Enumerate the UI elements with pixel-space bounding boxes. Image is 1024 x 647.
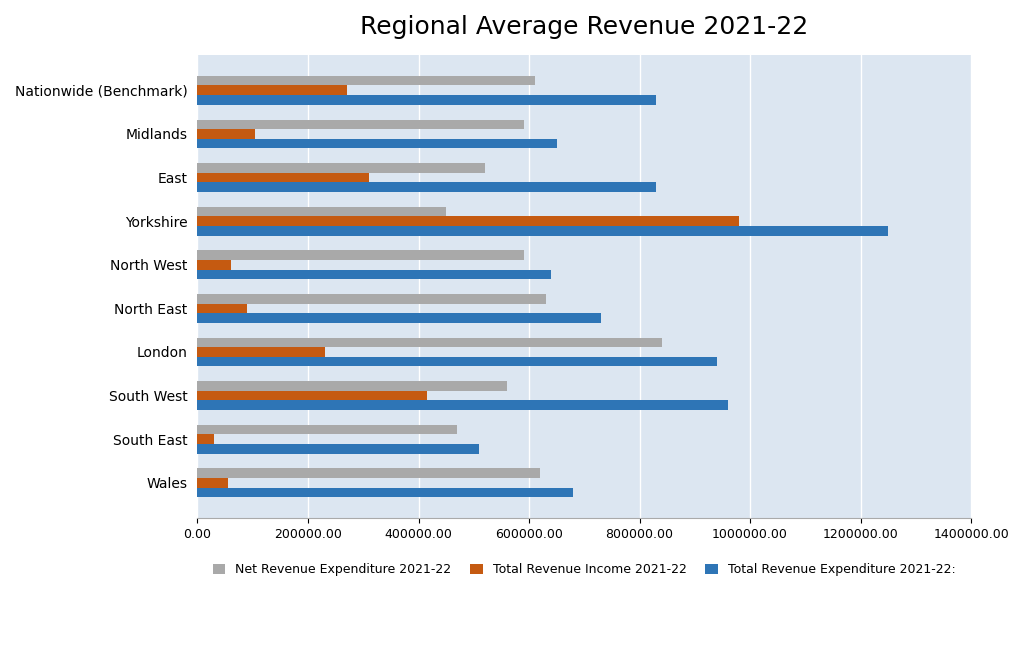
Bar — [198, 381, 507, 391]
Bar — [198, 400, 728, 410]
Bar — [198, 356, 717, 366]
Bar — [198, 425, 457, 434]
Title: Regional Average Revenue 2021-22: Regional Average Revenue 2021-22 — [360, 15, 808, 39]
Bar — [198, 226, 888, 236]
Bar — [198, 488, 573, 497]
Bar — [198, 313, 601, 323]
Bar — [198, 444, 479, 454]
Bar — [198, 260, 230, 270]
Legend: Net Revenue Expenditure 2021-22, Total Revenue Income 2021-22, Total Revenue Exp: Net Revenue Expenditure 2021-22, Total R… — [208, 558, 961, 582]
Bar — [198, 76, 535, 85]
Bar — [198, 478, 228, 488]
Bar — [198, 85, 347, 95]
Bar — [198, 95, 656, 105]
Bar — [198, 338, 662, 347]
Bar — [198, 434, 214, 444]
Bar — [198, 120, 523, 129]
Bar — [198, 250, 523, 260]
Bar — [198, 129, 256, 138]
Bar — [198, 303, 247, 313]
Bar — [198, 173, 369, 182]
Bar — [198, 163, 484, 173]
Bar — [198, 216, 739, 226]
Bar — [198, 182, 656, 192]
Bar — [198, 207, 446, 216]
Bar — [198, 138, 557, 148]
Bar — [198, 391, 427, 400]
Bar — [198, 294, 546, 303]
Bar — [198, 270, 551, 279]
Bar — [198, 347, 325, 356]
Bar — [198, 468, 540, 478]
